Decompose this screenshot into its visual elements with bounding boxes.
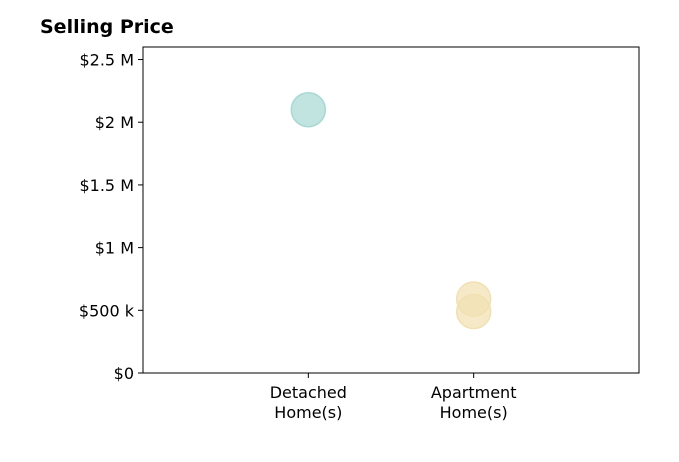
y-tick-label-1: $500 k xyxy=(79,301,135,320)
y-tick-label-0: $0 xyxy=(114,364,134,383)
y-tick-label-3: $1.5 M xyxy=(79,176,134,195)
chart-title: Selling Price xyxy=(40,16,174,38)
data-point-0 xyxy=(290,91,327,128)
plot-area-frame xyxy=(142,46,640,374)
data-point-2 xyxy=(455,293,492,330)
y-tick-label-4: $2 M xyxy=(95,113,134,132)
x-tick-label-0: Detached Home(s) xyxy=(270,383,347,422)
y-tick-label-5: $2.5 M xyxy=(79,51,134,70)
x-tick-label-1: Apartment Home(s) xyxy=(431,383,517,422)
data-points xyxy=(290,91,492,330)
x-axis: Detached Home(s) Apartment Home(s) xyxy=(270,373,517,422)
y-tick-label-2: $1 M xyxy=(95,239,134,258)
y-axis: $0 $500 k $1 M $1.5 M $2 M $2.5 M xyxy=(79,51,143,383)
